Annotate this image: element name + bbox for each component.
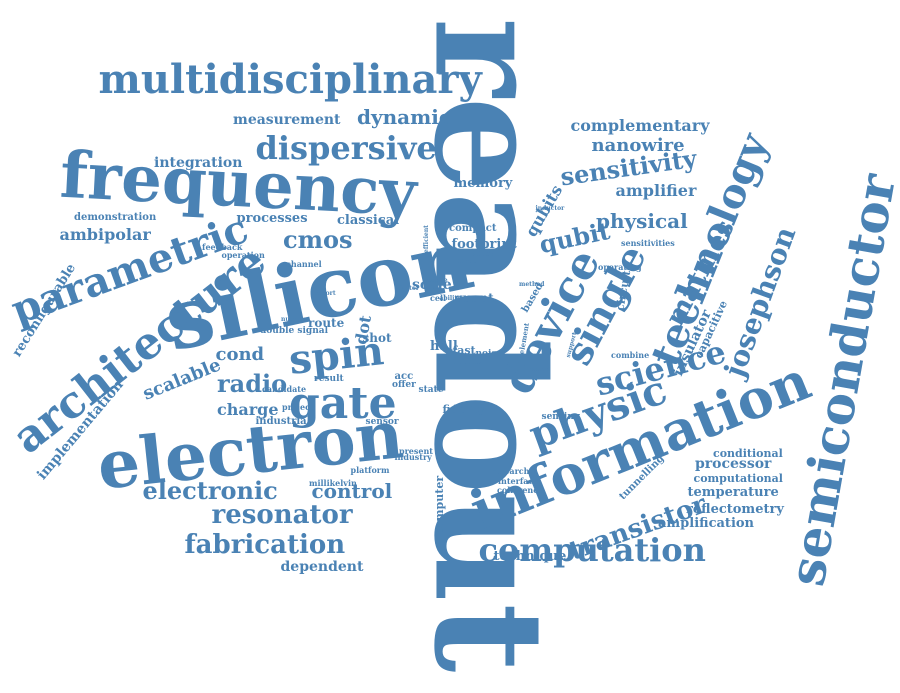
cloud-word: sensing — [541, 411, 581, 422]
cloud-word: multidisciplinary — [98, 56, 482, 103]
cloud-word: candidate — [262, 384, 307, 394]
cloud-word: industry — [394, 452, 432, 462]
cloud-word: resonator — [211, 500, 353, 530]
cloud-word: platform — [350, 465, 390, 475]
cloud-word: physical — [596, 209, 688, 233]
cloud-word: factor — [399, 285, 420, 292]
cloud-word: offer — [392, 379, 416, 390]
cloud-word: inductor — [535, 205, 565, 212]
cloud-word: processes — [236, 210, 308, 226]
cloud-word: technique — [493, 548, 567, 564]
cloud-word: acc — [394, 371, 414, 382]
cloud-word: nanowire — [591, 135, 685, 156]
cloud-word: memory — [453, 175, 513, 191]
cloud-word: charge — [217, 400, 279, 419]
cloud-word: fast — [452, 343, 476, 357]
cloud-word: solution — [471, 251, 499, 258]
cloud-word: footprint — [451, 236, 517, 252]
cloud-word: input — [458, 258, 476, 265]
cloud-word: present — [399, 446, 434, 456]
cloud-word: computer — [432, 475, 446, 535]
cloud-word: operation — [221, 250, 265, 260]
cloud-word: research — [490, 466, 530, 476]
cloud-word: reflectometry — [686, 501, 784, 517]
cloud-word: efficient — [422, 225, 430, 253]
cloud-word: ambipolar — [59, 225, 151, 244]
cloud-word: radio — [217, 369, 288, 398]
cloud-word: integration — [154, 155, 243, 171]
cloud-word: fabrication — [184, 530, 346, 560]
cloud-word: result — [314, 373, 344, 384]
cloud-word: operating — [598, 262, 642, 272]
cloud-word: state — [418, 384, 444, 395]
cloud-word: feedback — [202, 242, 243, 252]
cloud-word: processor — [695, 456, 772, 472]
cloud-word: method — [519, 281, 545, 288]
cloud-word: control — [311, 479, 393, 503]
cloud-word: cell — [430, 293, 447, 303]
cloud-word: channel — [286, 259, 322, 269]
cloud-word: millikelvin — [309, 478, 357, 488]
cloud-word: amplifier — [615, 181, 697, 200]
cloud-word: cmos — [283, 225, 353, 254]
cloud-word: reduce — [424, 277, 448, 284]
cloud-word: electronic — [142, 476, 278, 505]
cloud-word: interface — [498, 476, 539, 486]
cloud-word: gate — [289, 378, 397, 429]
cloud-word: ability — [439, 295, 461, 302]
cloud-word: dependent — [280, 559, 364, 575]
cloud-word: cond — [215, 344, 265, 365]
cloud-word: compact — [449, 223, 497, 234]
cloud-word: fidelity — [442, 402, 486, 416]
cloud-word: measurement — [233, 112, 341, 128]
cloud-word: noise — [475, 348, 503, 359]
cloud-word: coherence — [497, 485, 544, 495]
cloud-word: number — [281, 316, 308, 323]
cloud-word: amplification — [658, 515, 755, 531]
cloud-word: demonstration — [74, 212, 157, 223]
cloud-word: dispersive — [255, 129, 437, 167]
cloud-word: computational — [693, 471, 783, 485]
cloud-word: combine — [611, 350, 650, 360]
cloud-word: classical — [337, 212, 400, 228]
cloud-word: complementary — [570, 116, 710, 135]
cloud-word: sensitivities — [621, 238, 675, 248]
cloud-word: dynamic — [357, 105, 452, 129]
cloud-word: project — [282, 402, 314, 412]
cloud-word: shot — [362, 331, 392, 345]
cloud-word: hall — [430, 338, 458, 354]
cloud-word: industrial — [255, 416, 311, 427]
cloud-word: quant — [454, 291, 494, 305]
cloud-word: speed — [530, 366, 550, 373]
cloud-word: computation — [478, 531, 706, 569]
cloud-word: scale — [412, 277, 452, 293]
cloud-word: conditional — [713, 446, 783, 460]
cloud-word: time — [451, 353, 482, 367]
cloud-word: double signal — [260, 325, 328, 336]
cloud-word: sensor — [365, 416, 399, 427]
cloud-word: temperature — [687, 484, 779, 500]
cloud-word: report — [314, 290, 336, 297]
cloud-word: route — [308, 316, 345, 330]
